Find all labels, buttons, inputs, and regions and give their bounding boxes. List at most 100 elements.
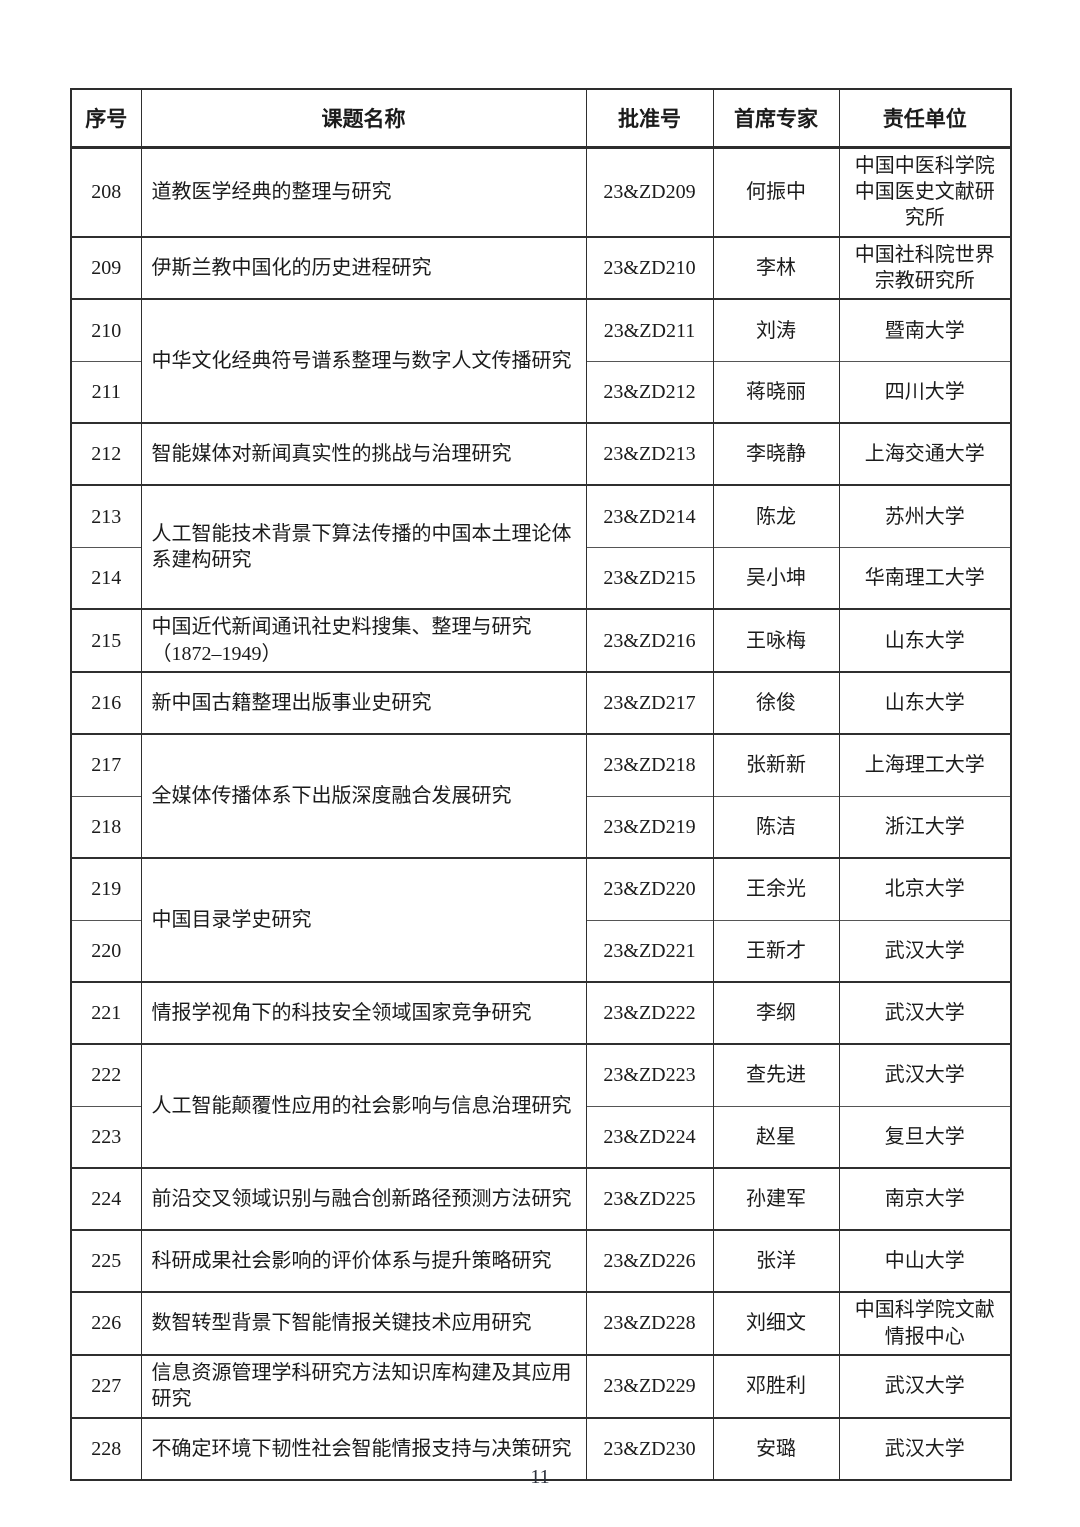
chief-expert-cell: 何振中: [712, 146, 840, 237]
table-row: 212 智能媒体对新闻真实性的挑战与治理研究 23&ZD213 李晓静 上海交通大学: [70, 422, 1012, 486]
chief-expert-cell: 孙建军: [712, 1167, 840, 1231]
approval-number-cell: 23&ZD216: [585, 608, 714, 673]
column-header-2: 批准号: [585, 89, 714, 149]
chief-expert-cell: 查先进: [712, 1043, 840, 1107]
serial-number-cell: 226: [70, 1291, 142, 1356]
chief-expert-cell: 王余光: [712, 857, 840, 921]
chief-expert-cell: 李纲: [712, 981, 840, 1045]
project-title-cell: 科研成果社会影响的评价体系与提升策略研究: [140, 1229, 587, 1293]
column-header-3: 首席专家: [712, 89, 840, 149]
serial-number-cell: 211: [70, 360, 142, 424]
approval-number-cell: 23&ZD226: [585, 1229, 714, 1293]
project-title-cell: 人工智能颠覆性应用的社会影响与信息治理研究: [140, 1043, 587, 1169]
project-title-cell: 情报学视角下的科技安全领域国家竞争研究: [140, 981, 587, 1045]
table-row: 218 23&ZD219 陈洁 浙江大学: [70, 795, 1012, 859]
table-row: 211 23&ZD212 蒋晓丽 四川大学: [70, 360, 1012, 424]
approval-number-cell: 23&ZD220: [585, 857, 714, 921]
approval-number-cell: 23&ZD212: [585, 360, 714, 424]
table-row: 224 前沿交叉领域识别与融合创新路径预测方法研究 23&ZD225 孙建军 南京大学: [70, 1167, 1012, 1231]
serial-number-cell: 216: [70, 671, 142, 735]
serial-number-cell: 220: [70, 919, 142, 983]
serial-number-cell: 219: [70, 857, 142, 921]
approval-number-cell: 23&ZD224: [585, 1105, 714, 1169]
table-row: 210 中华文化经典符号谱系整理与数字人文传播研究 23&ZD211 刘涛 暨南大学: [70, 298, 1012, 424]
responsible-unit-cell: 武汉大学: [838, 981, 1012, 1045]
projects-table: 序号 课题名称 批准号 首席专家 责任单位 208 道教医学经典的整理与研究 23&ZD20…: [70, 88, 1012, 1481]
approval-number-cell: 23&ZD217: [585, 671, 714, 735]
page-number: 11: [530, 1466, 550, 1488]
serial-number-cell: 213: [70, 484, 142, 548]
column-header-4: 责任单位: [838, 89, 1012, 149]
table-row: 221 情报学视角下的科技安全领域国家竞争研究 23&ZD222 李纲 武汉大学: [70, 981, 1012, 1045]
project-title-cell: 智能媒体对新闻真实性的挑战与治理研究: [140, 422, 587, 486]
project-title-cell: 新中国古籍整理出版事业史研究: [140, 671, 587, 735]
chief-expert-cell: 吴小坤: [712, 546, 840, 610]
project-title-cell: 数智转型背景下智能情报关键技术应用研究: [140, 1291, 587, 1356]
responsible-unit-cell: 武汉大学: [838, 1354, 1012, 1418]
approval-number-cell: 23&ZD210: [585, 235, 714, 300]
serial-number-cell: 212: [70, 422, 142, 486]
table-row: 209 伊斯兰教中国化的历史进程研究 23&ZD210 李林 中国社科院世界宗教研究所: [70, 235, 1012, 300]
table-row: 217 全媒体传播体系下出版深度融合发展研究 23&ZD218 张新新 上海理工大学: [70, 733, 1012, 859]
project-title-cell: 信息资源管理学科研究方法知识库构建及其应用研究: [140, 1354, 587, 1418]
chief-expert-cell: 李林: [712, 235, 840, 300]
column-header-0: 序号: [70, 89, 142, 149]
responsible-unit-cell: 浙江大学: [838, 795, 1012, 859]
approval-number-cell: 23&ZD211: [585, 298, 714, 362]
approval-number-cell: 23&ZD221: [585, 919, 714, 983]
serial-number-cell: 215: [70, 608, 142, 673]
table-row: 214 23&ZD215 吴小坤 华南理工大学: [70, 546, 1012, 610]
chief-expert-cell: 陈洁: [712, 795, 840, 859]
serial-number-cell: 225: [70, 1229, 142, 1293]
project-title-cell: 中国近代新闻通讯社史料搜集、整理与研究（1872–1949）: [140, 608, 587, 673]
project-title-cell: 道教医学经典的整理与研究: [140, 146, 587, 237]
table-row: 223 23&ZD224 赵星 复旦大学: [70, 1105, 1012, 1169]
project-title-cell: 人工智能技术背景下算法传播的中国本土理论体系建构研究: [140, 484, 587, 610]
chief-expert-cell: 张新新: [712, 733, 840, 797]
responsible-unit-cell: 武汉大学: [838, 1416, 1012, 1480]
project-title-cell: 伊斯兰教中国化的历史进程研究: [140, 235, 587, 300]
approval-number-cell: 23&ZD223: [585, 1043, 714, 1107]
responsible-unit-cell: 山东大学: [838, 671, 1012, 735]
serial-number-cell: 222: [70, 1043, 142, 1107]
chief-expert-cell: 张洋: [712, 1229, 840, 1293]
responsible-unit-cell: 暨南大学: [838, 298, 1012, 362]
responsible-unit-cell: 中山大学: [838, 1229, 1012, 1293]
approval-number-cell: 23&ZD225: [585, 1167, 714, 1231]
project-title-cell: 前沿交叉领域识别与融合创新路径预测方法研究: [140, 1167, 587, 1231]
responsible-unit-cell: 北京大学: [838, 857, 1012, 921]
responsible-unit-cell: 山东大学: [838, 608, 1012, 673]
chief-expert-cell: 徐俊: [712, 671, 840, 735]
responsible-unit-cell: 武汉大学: [838, 919, 1012, 983]
table-row: 219 中国目录学史研究 23&ZD220 王余光 北京大学: [70, 857, 1012, 983]
table-row: 216 新中国古籍整理出版事业史研究 23&ZD217 徐俊 山东大学: [70, 671, 1012, 735]
serial-number-cell: 228: [70, 1416, 142, 1480]
table-row: 225 科研成果社会影响的评价体系与提升策略研究 23&ZD226 张洋 中山大学: [70, 1229, 1012, 1293]
responsible-unit-cell: 复旦大学: [838, 1105, 1012, 1169]
approval-number-cell: 23&ZD230: [585, 1416, 714, 1480]
responsible-unit-cell: 上海交通大学: [838, 422, 1012, 486]
table-header-row: 序号 课题名称 批准号 首席专家 责任单位: [70, 89, 1012, 149]
chief-expert-cell: 刘涛: [712, 298, 840, 362]
serial-number-cell: 221: [70, 981, 142, 1045]
approval-number-cell: 23&ZD214: [585, 484, 714, 548]
serial-number-cell: 217: [70, 733, 142, 797]
serial-number-cell: 223: [70, 1105, 142, 1169]
table-row: 226 数智转型背景下智能情报关键技术应用研究 23&ZD228 刘细文 中国科学院文献…: [70, 1291, 1012, 1356]
project-title-cell: 中华文化经典符号谱系整理与数字人文传播研究: [140, 298, 587, 424]
table-row: 220 23&ZD221 王新才 武汉大学: [70, 919, 1012, 983]
serial-number-cell: 224: [70, 1167, 142, 1231]
project-title-cell: 中国目录学史研究: [140, 857, 587, 983]
serial-number-cell: 208: [70, 146, 142, 237]
approval-number-cell: 23&ZD213: [585, 422, 714, 486]
table-row: 215 中国近代新闻通讯社史料搜集、整理与研究（1872–1949） 23&ZD21…: [70, 608, 1012, 673]
approval-number-cell: 23&ZD229: [585, 1354, 714, 1418]
serial-number-cell: 227: [70, 1354, 142, 1418]
chief-expert-cell: 李晓静: [712, 422, 840, 486]
serial-number-cell: 210: [70, 298, 142, 362]
approval-number-cell: 23&ZD219: [585, 795, 714, 859]
responsible-unit-cell: 上海理工大学: [838, 733, 1012, 797]
table-row: 228 不确定环境下韧性社会智能情报支持与决策研究 23&ZD230 安璐 武汉大学: [70, 1416, 1012, 1480]
responsible-unit-cell: 华南理工大学: [838, 546, 1012, 610]
approval-number-cell: 23&ZD215: [585, 546, 714, 610]
